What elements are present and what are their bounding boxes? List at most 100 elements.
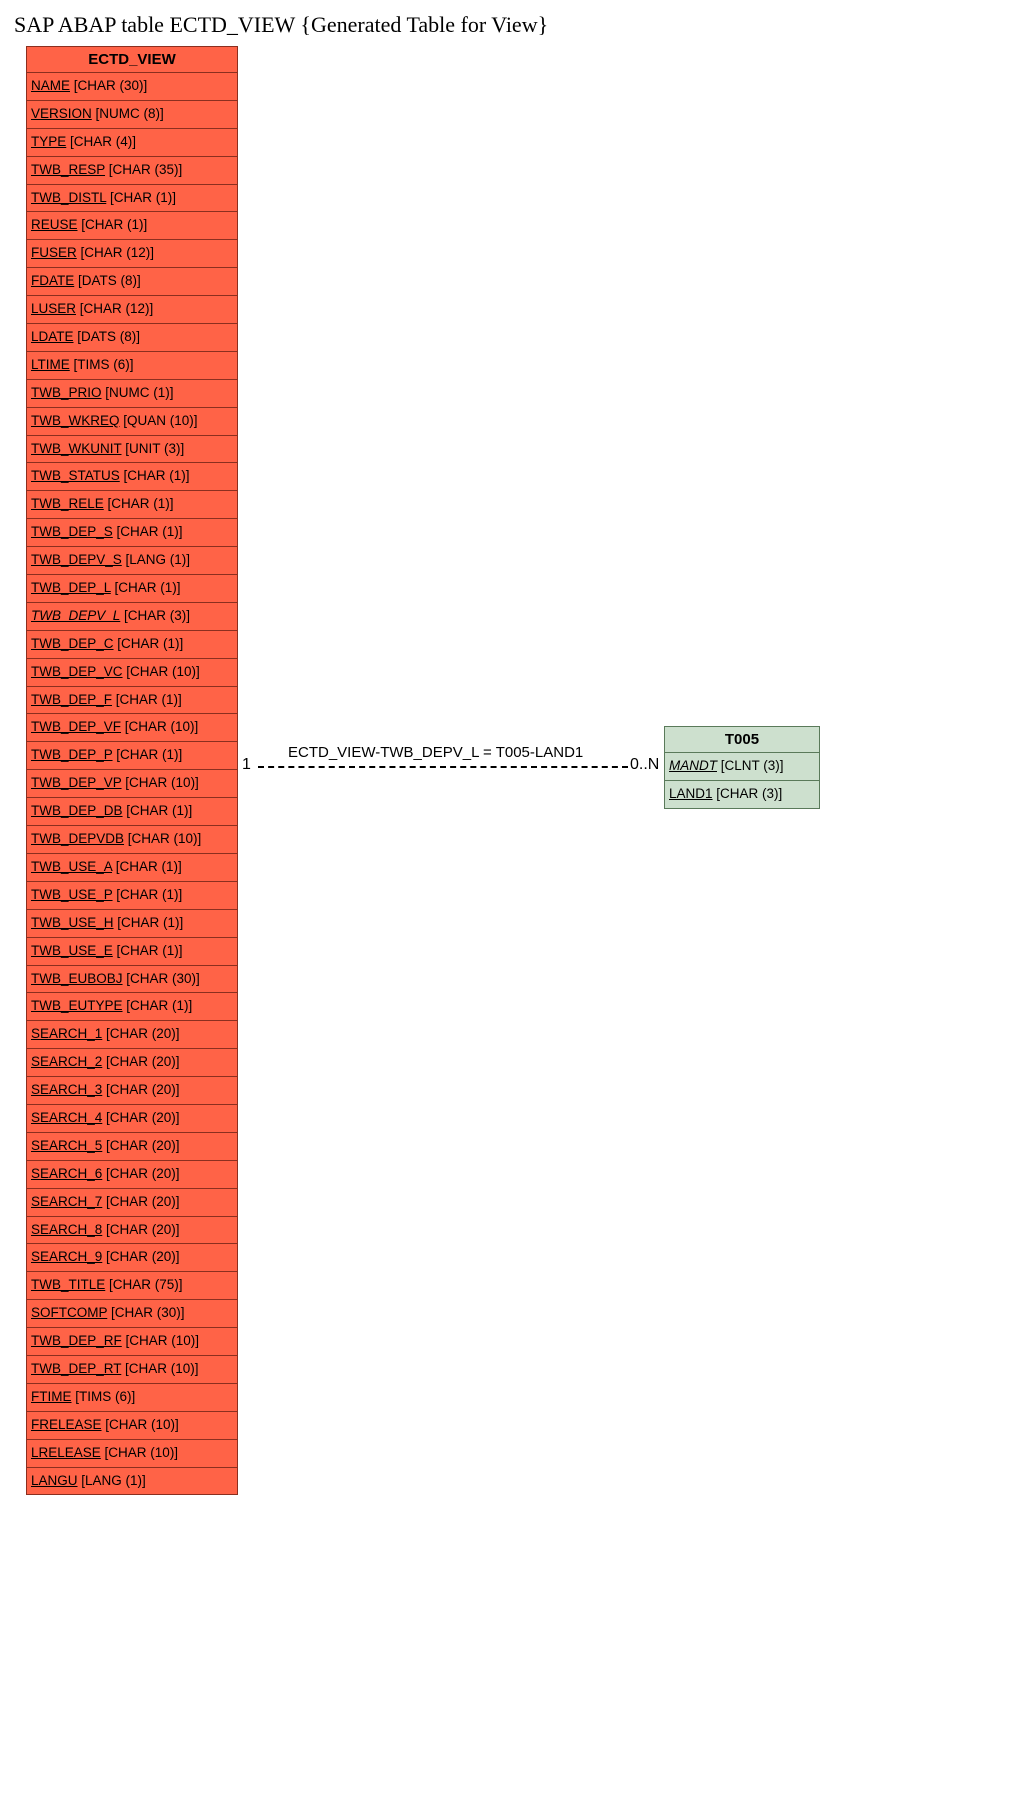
field-row: TWB_EUBOBJ [CHAR (30)] xyxy=(27,966,237,994)
field-type: [CHAR (12)] xyxy=(77,245,154,260)
field-name: SEARCH_5 xyxy=(31,1138,102,1153)
field-row: SEARCH_6 [CHAR (20)] xyxy=(27,1161,237,1189)
field-row: NAME [CHAR (30)] xyxy=(27,73,237,101)
field-name: TWB_WKUNIT xyxy=(31,441,122,456)
field-name: TWB_USE_H xyxy=(31,915,114,930)
field-type: [NUMC (8)] xyxy=(92,106,164,121)
field-type: [CHAR (1)] xyxy=(113,747,183,762)
field-name: SOFTCOMP xyxy=(31,1305,107,1320)
field-row: TWB_USE_H [CHAR (1)] xyxy=(27,910,237,938)
field-name: VERSION xyxy=(31,106,92,121)
field-row: TWB_DEP_S [CHAR (1)] xyxy=(27,519,237,547)
field-type: [CHAR (20)] xyxy=(102,1138,179,1153)
field-row: LUSER [CHAR (12)] xyxy=(27,296,237,324)
page-title: SAP ABAP table ECTD_VIEW {Generated Tabl… xyxy=(14,12,1011,38)
field-row: TWB_DEP_VF [CHAR (10)] xyxy=(27,714,237,742)
field-name: TWB_DEP_P xyxy=(31,747,113,762)
field-row: TYPE [CHAR (4)] xyxy=(27,129,237,157)
field-name: LANGU xyxy=(31,1473,78,1488)
field-type: [CHAR (1)] xyxy=(112,859,182,874)
field-type: [CHAR (1)] xyxy=(112,692,182,707)
field-type: [CHAR (30)] xyxy=(107,1305,184,1320)
field-type: [UNIT (3)] xyxy=(122,441,185,456)
field-type: [CHAR (10)] xyxy=(124,831,201,846)
field-name: SEARCH_4 xyxy=(31,1110,102,1125)
field-row: TWB_DEP_L [CHAR (1)] xyxy=(27,575,237,603)
field-row: LRELEASE [CHAR (10)] xyxy=(27,1440,237,1468)
field-type: [CHAR (3)] xyxy=(120,608,190,623)
field-type: [CHAR (10)] xyxy=(101,1445,178,1460)
field-type: [CHAR (1)] xyxy=(106,190,176,205)
field-row: LAND1 [CHAR (3)] xyxy=(665,781,819,808)
field-type: [CHAR (4)] xyxy=(66,134,136,149)
field-name: TWB_DEP_C xyxy=(31,636,114,651)
relation-edge xyxy=(258,766,628,768)
field-type: [CHAR (1)] xyxy=(123,998,193,1013)
entity-header: ECTD_VIEW xyxy=(27,47,237,73)
field-name: TWB_DEP_RF xyxy=(31,1333,122,1348)
field-type: [DATS (8)] xyxy=(74,329,141,344)
field-row: TWB_DEP_RT [CHAR (10)] xyxy=(27,1356,237,1384)
field-row: TWB_DEP_VC [CHAR (10)] xyxy=(27,659,237,687)
field-row: SEARCH_2 [CHAR (20)] xyxy=(27,1049,237,1077)
field-name: TWB_USE_E xyxy=(31,943,113,958)
field-row: TWB_DISTL [CHAR (1)] xyxy=(27,185,237,213)
field-name: TWB_STATUS xyxy=(31,468,120,483)
field-name: TWB_USE_A xyxy=(31,859,112,874)
field-row: TWB_DEP_F [CHAR (1)] xyxy=(27,687,237,715)
field-row: TWB_DEP_VP [CHAR (10)] xyxy=(27,770,237,798)
field-row: SEARCH_9 [CHAR (20)] xyxy=(27,1244,237,1272)
field-name: TWB_DEPV_S xyxy=(31,552,122,567)
field-type: [CHAR (10)] xyxy=(123,664,200,679)
cardinality-right: 0..N xyxy=(630,756,659,774)
field-name: TWB_RESP xyxy=(31,162,105,177)
er-diagram: ECTD_VIEW NAME [CHAR (30)] VERSION [NUMC … xyxy=(12,46,999,1786)
field-type: [CHAR (30)] xyxy=(123,971,200,986)
field-row: TWB_RESP [CHAR (35)] xyxy=(27,157,237,185)
field-name: FRELEASE xyxy=(31,1417,102,1432)
field-name: TWB_EUTYPE xyxy=(31,998,123,1013)
field-row: FTIME [TIMS (6)] xyxy=(27,1384,237,1412)
field-type: [CHAR (1)] xyxy=(114,915,184,930)
field-name: LAND1 xyxy=(669,786,713,801)
field-name: TWB_DEP_DB xyxy=(31,803,123,818)
field-row: SEARCH_8 [CHAR (20)] xyxy=(27,1217,237,1245)
field-type: [CHAR (1)] xyxy=(111,580,181,595)
field-name: SEARCH_9 xyxy=(31,1249,102,1264)
field-name: FUSER xyxy=(31,245,77,260)
field-name: TWB_DISTL xyxy=(31,190,106,205)
field-row: TWB_TITLE [CHAR (75)] xyxy=(27,1272,237,1300)
field-type: [NUMC (1)] xyxy=(102,385,174,400)
field-type: [CHAR (1)] xyxy=(114,636,184,651)
field-name: TWB_PRIO xyxy=(31,385,102,400)
field-name: TWB_DEPVDB xyxy=(31,831,124,846)
field-row: LDATE [DATS (8)] xyxy=(27,324,237,352)
field-row: REUSE [CHAR (1)] xyxy=(27,212,237,240)
field-row: LANGU [LANG (1)] xyxy=(27,1468,237,1495)
field-name: TWB_DEP_VC xyxy=(31,664,123,679)
field-type: [CHAR (10)] xyxy=(121,719,198,734)
field-type: [CHAR (20)] xyxy=(102,1054,179,1069)
field-row: TWB_DEPV_L [CHAR (3)] xyxy=(27,603,237,631)
field-name: MANDT xyxy=(669,758,717,773)
field-name: TWB_EUBOBJ xyxy=(31,971,123,986)
field-row: SEARCH_4 [CHAR (20)] xyxy=(27,1105,237,1133)
field-row: TWB_EUTYPE [CHAR (1)] xyxy=(27,993,237,1021)
field-name: TWB_RELE xyxy=(31,496,104,511)
field-type: [CHAR (10)] xyxy=(122,775,199,790)
field-row: SEARCH_5 [CHAR (20)] xyxy=(27,1133,237,1161)
field-row: TWB_WKUNIT [UNIT (3)] xyxy=(27,436,237,464)
field-row: TWB_PRIO [NUMC (1)] xyxy=(27,380,237,408)
field-type: [CHAR (30)] xyxy=(70,78,147,93)
field-name: TWB_DEP_VP xyxy=(31,775,122,790)
field-type: [CLNT (3)] xyxy=(717,758,784,773)
relation-label: ECTD_VIEW-TWB_DEPV_L = T005-LAND1 xyxy=(288,744,583,761)
field-type: [CHAR (20)] xyxy=(102,1222,179,1237)
field-type: [CHAR (20)] xyxy=(102,1194,179,1209)
field-name: NAME xyxy=(31,78,70,93)
field-name: SEARCH_7 xyxy=(31,1194,102,1209)
field-name: SEARCH_8 xyxy=(31,1222,102,1237)
field-type: [CHAR (20)] xyxy=(102,1166,179,1181)
field-row: FUSER [CHAR (12)] xyxy=(27,240,237,268)
field-row: TWB_DEP_RF [CHAR (10)] xyxy=(27,1328,237,1356)
